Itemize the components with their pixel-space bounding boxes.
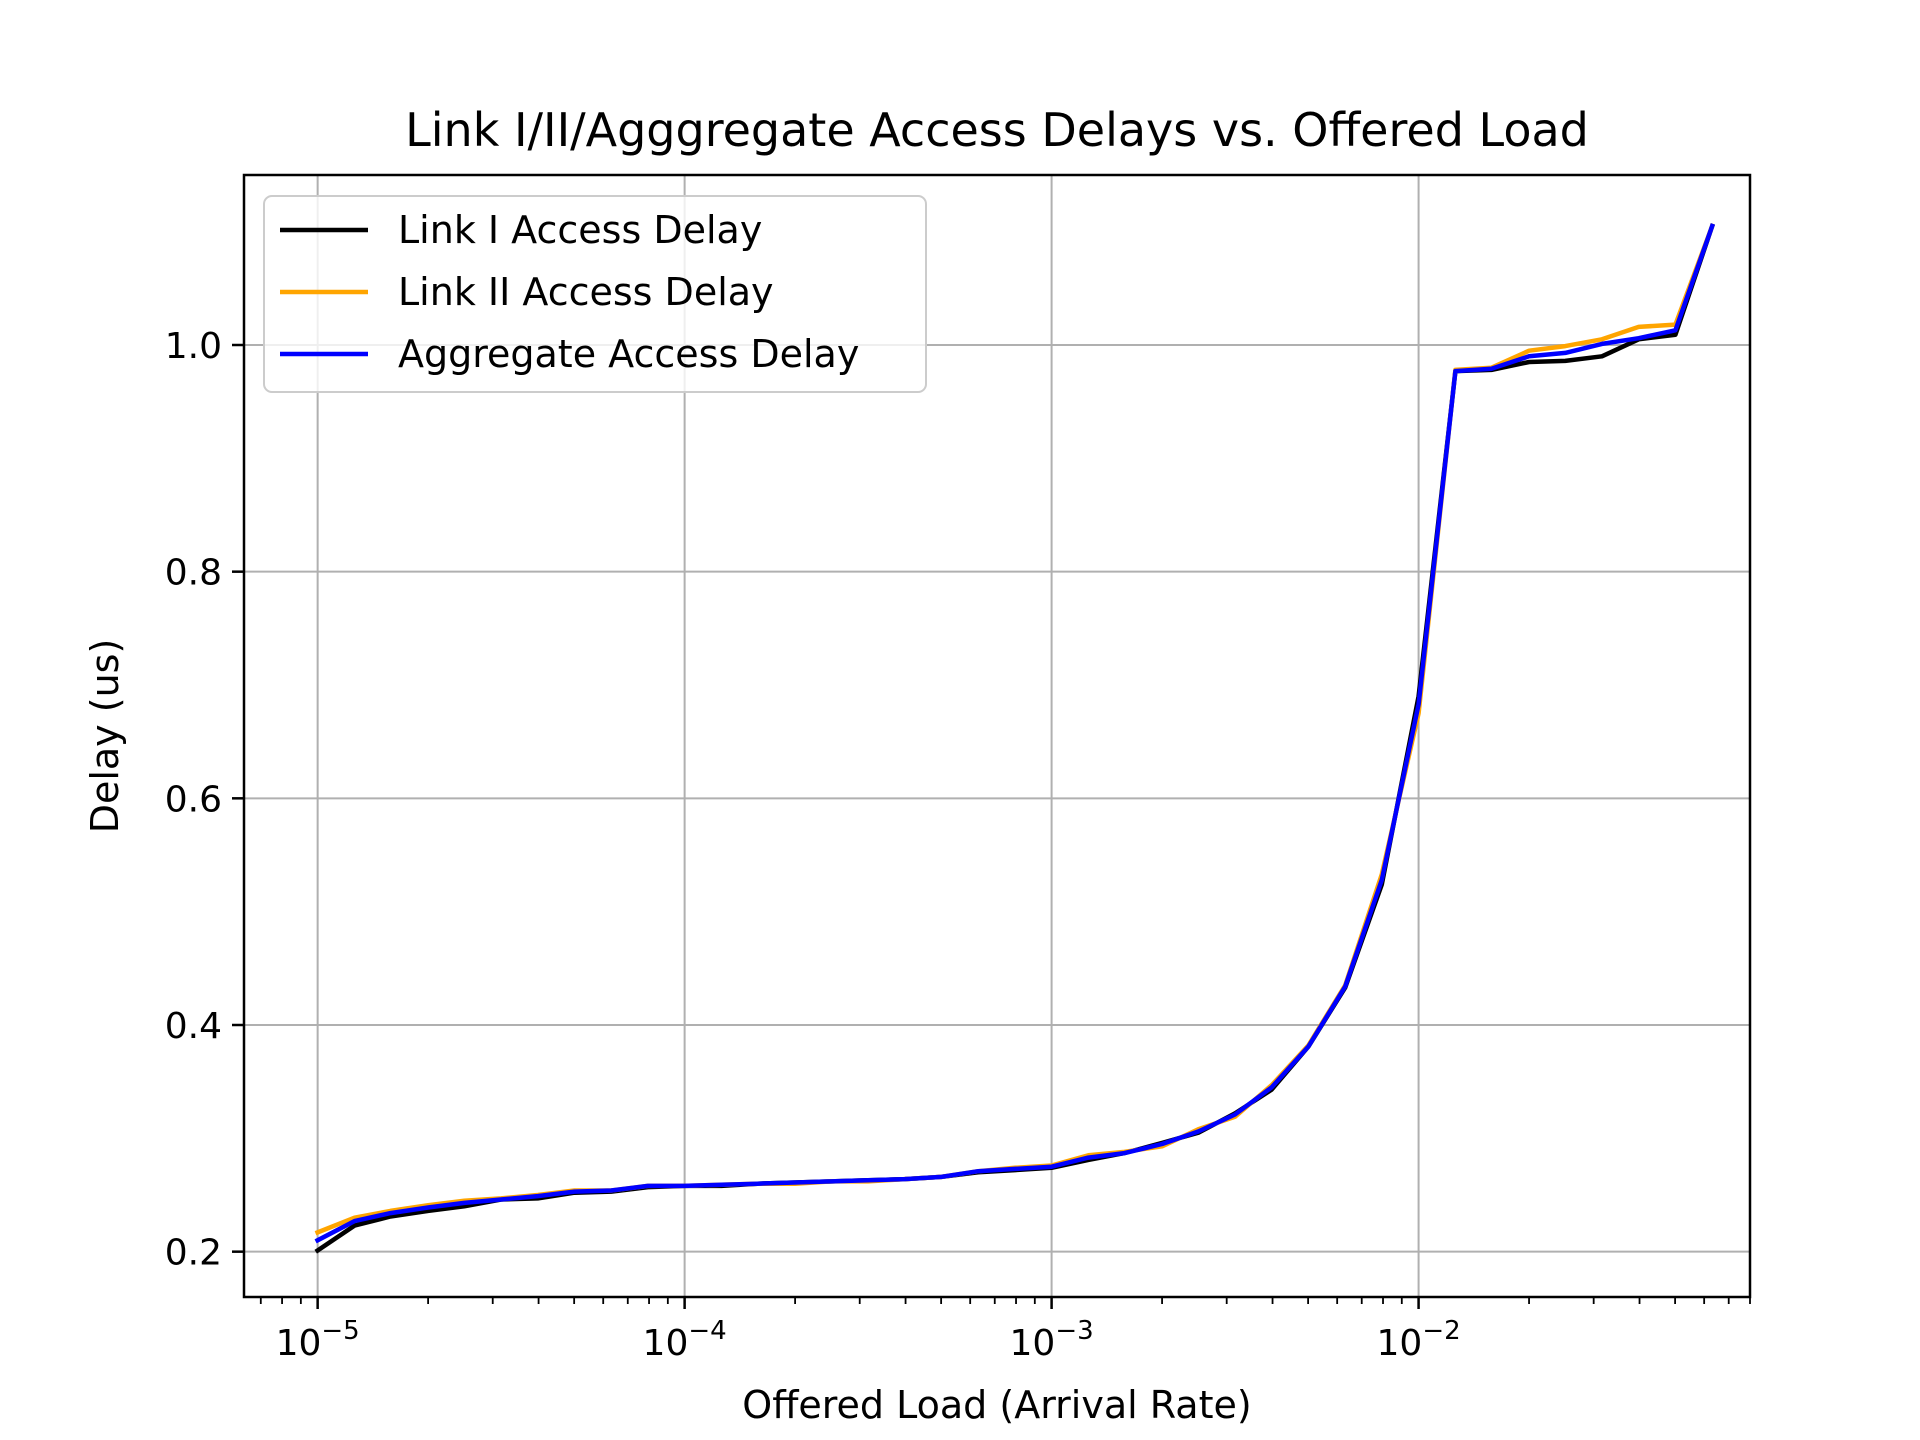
y-tick-label: 1.0: [165, 326, 222, 367]
y-tick-label: 0.2: [165, 1233, 222, 1274]
x-tick-label-base: 10: [276, 1323, 322, 1364]
x-tick-label-base: 10: [1010, 1323, 1056, 1364]
legend-label-1: Link I Access Delay: [398, 208, 762, 252]
x-tick-label: 10−5: [276, 1316, 360, 1364]
x-tick-label-exponent: −5: [321, 1316, 359, 1346]
x-tick-label-base: 10: [1377, 1323, 1423, 1364]
x-tick-label: 10−2: [1377, 1316, 1461, 1364]
x-axis-label: Offered Load (Arrival Rate): [742, 1383, 1251, 1427]
x-tick-label-exponent: −2: [1422, 1316, 1460, 1346]
legend-label-2: Link II Access Delay: [398, 270, 774, 314]
y-axis-label: Delay (us): [83, 639, 127, 834]
x-tick-label-exponent: −3: [1055, 1316, 1093, 1346]
y-axis-ticks: 0.2 0.4 0.6 0.8 1.0: [165, 326, 244, 1274]
legend-label-3: Aggregate Access Delay: [398, 332, 859, 376]
y-tick-label: 0.4: [165, 1006, 222, 1047]
chart-title: Link I/II/Agggregate Access Delays vs. O…: [405, 103, 1589, 157]
x-tick-label-base: 10: [643, 1323, 689, 1364]
legend-box: [263, 195, 927, 393]
y-tick-label: 0.6: [165, 779, 222, 820]
y-tick-label: 0.8: [165, 553, 222, 594]
plot-area-frame: [242, 173, 1752, 1299]
legend: Link I Access Delay Link II Access Delay A…: [263, 195, 927, 393]
series-lines: [314, 223, 1716, 1254]
series-line-3: [314, 223, 1716, 1244]
x-tick-label: 10−3: [1010, 1316, 1094, 1364]
x-tick-label: 10−4: [643, 1316, 727, 1364]
x-axis-ticks: 10−5 10−4 10−3 10−2: [259, 1297, 1751, 1364]
x-tick-label-exponent: −4: [688, 1316, 726, 1346]
